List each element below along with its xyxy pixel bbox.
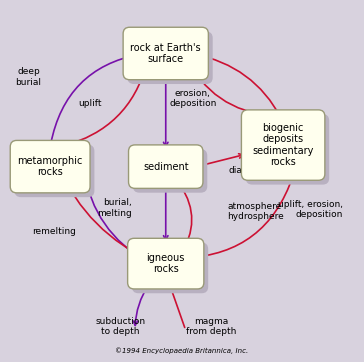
Text: metamorphic
rocks: metamorphic rocks <box>17 156 83 177</box>
FancyBboxPatch shape <box>241 110 325 180</box>
Text: subduction
to depth: subduction to depth <box>95 317 146 336</box>
FancyBboxPatch shape <box>246 114 329 185</box>
Text: uplift: uplift <box>78 99 102 108</box>
Text: deep
burial: deep burial <box>16 67 41 87</box>
FancyBboxPatch shape <box>123 27 208 80</box>
Text: magma
from depth: magma from depth <box>186 317 236 336</box>
FancyBboxPatch shape <box>10 140 90 193</box>
Text: diagenesis: diagenesis <box>229 166 277 175</box>
FancyBboxPatch shape <box>127 31 213 84</box>
Text: biogenic
deposits
sedimentary
rocks: biogenic deposits sedimentary rocks <box>253 123 314 168</box>
Text: uplift, erosion,
deposition: uplift, erosion, deposition <box>278 200 343 219</box>
Text: rock at Earth's
surface: rock at Earth's surface <box>130 43 201 64</box>
Text: ©1994 Encyclopaedia Britannica, Inc.: ©1994 Encyclopaedia Britannica, Inc. <box>115 348 249 354</box>
FancyBboxPatch shape <box>132 243 208 293</box>
FancyBboxPatch shape <box>15 145 94 197</box>
Text: atmosphere
hydrosphere: atmosphere hydrosphere <box>227 202 284 221</box>
Text: sediment: sediment <box>143 161 189 172</box>
Text: erosion,
deposition: erosion, deposition <box>169 89 217 108</box>
Text: igneous
rocks: igneous rocks <box>147 253 185 274</box>
FancyBboxPatch shape <box>133 149 207 193</box>
Text: remelting: remelting <box>32 227 76 236</box>
FancyBboxPatch shape <box>128 145 203 188</box>
Text: burial,
melting: burial, melting <box>97 198 131 218</box>
FancyBboxPatch shape <box>128 238 204 289</box>
